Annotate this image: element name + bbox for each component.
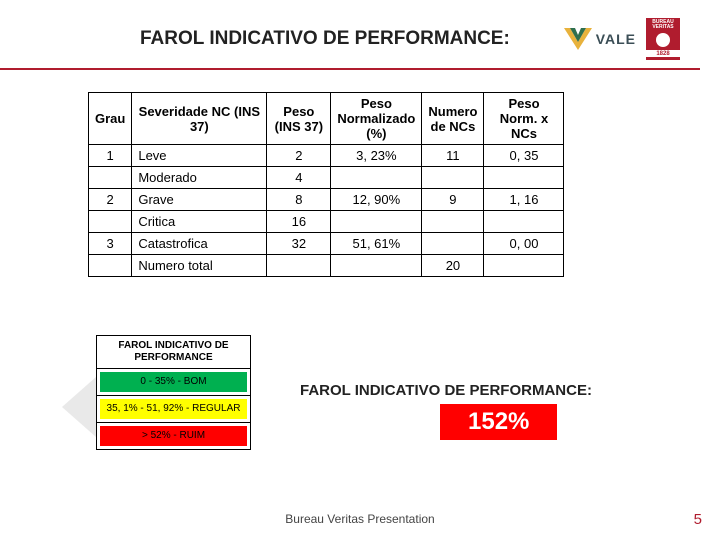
table-row: 1 Leve 2 3, 23% 11 0, 35 bbox=[89, 145, 564, 167]
th-peso-norm: Peso Norm. x NCs bbox=[484, 93, 564, 145]
th-grau: Grau bbox=[89, 93, 132, 145]
legend-title: FAROL INDICATIVO DE PERFORMANCE bbox=[97, 336, 250, 369]
page-title: FAROL INDICATIVO DE PERFORMANCE: bbox=[140, 28, 510, 50]
legend-row: 35, 1% - 51, 92% - REGULAR bbox=[97, 399, 250, 423]
table-body: 1 Leve 2 3, 23% 11 0, 35 Moderado 4 2 Gr… bbox=[89, 145, 564, 277]
table-row: Moderado 4 bbox=[89, 167, 564, 189]
bv-circle-icon bbox=[656, 33, 670, 47]
legend-row: > 52% - RUIM bbox=[97, 426, 250, 446]
bv-year-band: 1828 bbox=[646, 50, 680, 57]
legend-wrapper: FAROL INDICATIVO DE PERFORMANCE 0 - 35% … bbox=[62, 335, 251, 450]
title-bar: FAROL INDICATIVO DE PERFORMANCE: VALE BU… bbox=[0, 0, 700, 70]
bureau-veritas-logo: BUREAU VERITAS 1828 bbox=[646, 18, 680, 60]
table-row: 3 Catastrofica 32 51, 61% 0, 00 bbox=[89, 233, 564, 255]
legend-row: 0 - 35% - BOM bbox=[97, 372, 250, 396]
th-severidade: Severidade NC (INS 37) bbox=[132, 93, 267, 145]
page-number: 5 bbox=[694, 511, 702, 528]
table-row: 2 Grave 8 12, 90% 9 1, 16 bbox=[89, 189, 564, 211]
legend-item-ruim: > 52% - RUIM bbox=[100, 426, 247, 446]
vale-v-icon bbox=[564, 28, 592, 50]
legend-box: FAROL INDICATIVO DE PERFORMANCE 0 - 35% … bbox=[96, 335, 251, 450]
legend-item-regular: 35, 1% - 51, 92% - REGULAR bbox=[100, 399, 247, 419]
performance-table: Grau Severidade NC (INS 37) Peso (INS 37… bbox=[88, 92, 564, 277]
th-numero: Numero de NCs bbox=[422, 93, 484, 145]
legend-item-bom: 0 - 35% - BOM bbox=[100, 372, 247, 392]
vale-logo: VALE bbox=[564, 28, 636, 50]
logos: VALE BUREAU VERITAS 1828 bbox=[564, 18, 680, 60]
result-value: 152% bbox=[440, 404, 557, 440]
table-row: Critica 16 bbox=[89, 211, 564, 233]
table-header-row: Grau Severidade NC (INS 37) Peso (INS 37… bbox=[89, 93, 564, 145]
bv-top-text: BUREAU VERITAS bbox=[646, 18, 680, 30]
vale-text: VALE bbox=[596, 31, 636, 47]
footer-text: Bureau Veritas Presentation bbox=[0, 512, 720, 526]
legend-arrow-icon bbox=[62, 377, 96, 437]
result-label: FAROL INDICATIVO DE PERFORMANCE: bbox=[300, 382, 592, 399]
table-total-row: Numero total 20 bbox=[89, 255, 564, 277]
th-normalizado: Peso Normalizado (%) bbox=[331, 93, 422, 145]
th-peso: Peso (INS 37) bbox=[267, 93, 331, 145]
